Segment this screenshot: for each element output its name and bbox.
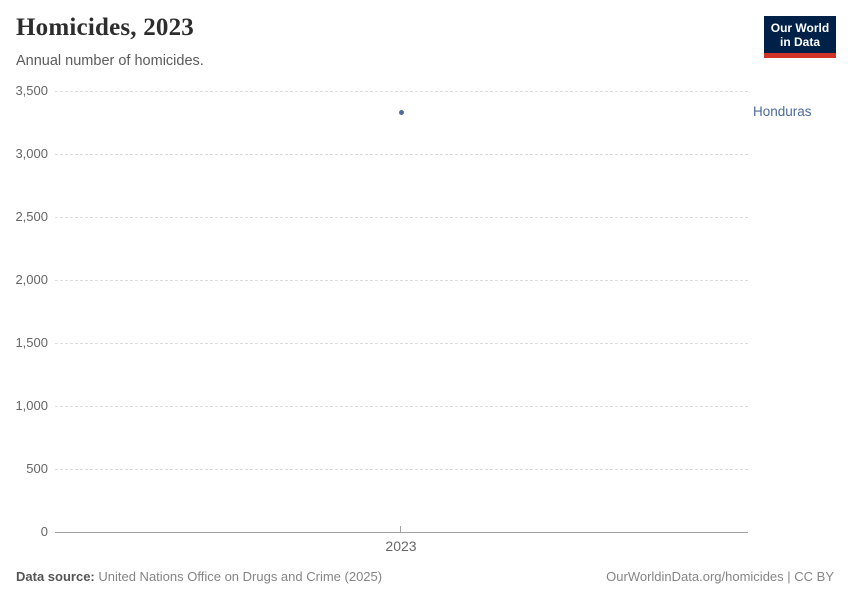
data-source-text: United Nations Office on Drugs and Crime… xyxy=(94,569,383,584)
x-tick-mark xyxy=(400,526,401,532)
owid-logo[interactable]: Our World in Data xyxy=(764,16,836,58)
y-tick-label: 2,000 xyxy=(15,272,48,287)
x-tick-label: 2023 xyxy=(385,538,417,554)
chart-subtitle: Annual number of homicides. xyxy=(16,53,204,69)
entity-label-honduras[interactable]: Honduras xyxy=(753,104,812,119)
y-tick-label: 500 xyxy=(26,461,48,476)
y-tick-label: 1,000 xyxy=(15,398,48,413)
y-tick-label: 0 xyxy=(40,524,48,539)
gridline-3000 xyxy=(55,154,748,155)
data-source-label: Data source: xyxy=(16,569,95,584)
chart-title: Homicides, 2023 xyxy=(16,14,194,41)
gridline-2000 xyxy=(55,280,748,281)
owid-logo-line1: Our World xyxy=(770,21,830,35)
owid-logo-line2: in Data xyxy=(779,35,820,49)
gridline-3500 xyxy=(55,91,748,92)
y-tick-label: 1,500 xyxy=(15,335,48,350)
x-axis-line xyxy=(55,532,748,533)
data-source-note: Data source: United Nations Office on Dr… xyxy=(16,569,382,584)
gridline-1000 xyxy=(55,406,748,407)
gridline-2500 xyxy=(55,217,748,218)
y-tick-label: 3,500 xyxy=(15,83,48,98)
gridline-1500 xyxy=(55,343,748,344)
data-point-honduras[interactable] xyxy=(398,109,404,115)
footer-link[interactable]: OurWorldinData.org/homicides | CC BY xyxy=(606,569,834,584)
y-tick-label: 3,000 xyxy=(15,146,48,161)
gridline-500 xyxy=(55,469,748,470)
y-tick-label: 2,500 xyxy=(15,209,48,224)
